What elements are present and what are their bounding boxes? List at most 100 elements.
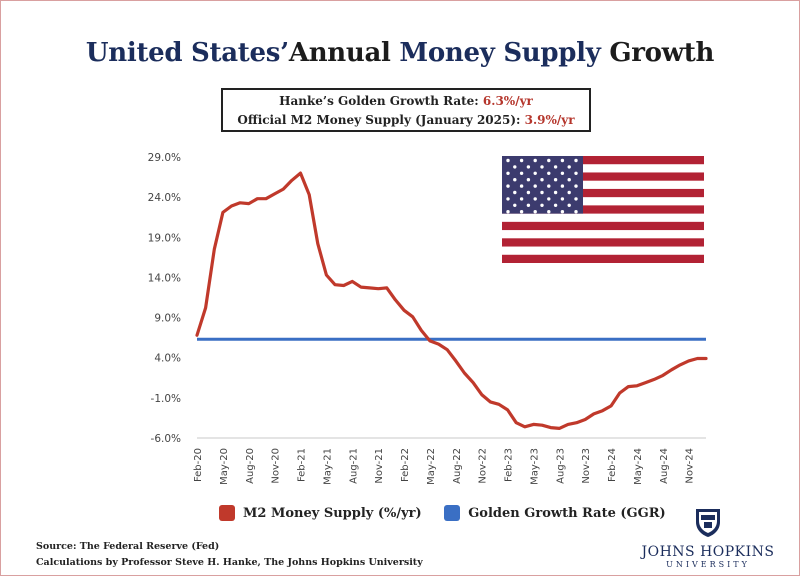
flag-star — [513, 203, 517, 207]
flag-star — [560, 197, 565, 201]
flag-star — [567, 178, 571, 182]
x-tick-label: May-22 — [426, 448, 437, 485]
flag-star — [533, 184, 537, 188]
flag-star — [540, 203, 544, 207]
x-tick-label: Nov-20 — [271, 448, 282, 484]
flag-star — [519, 171, 524, 175]
chart-legend: M2 Money Supply (%/yr) Golden Growth Rat… — [219, 505, 684, 527]
legend-item-m2: M2 Money Supply (%/yr) — [219, 505, 422, 521]
title-part-4: Growth — [609, 38, 715, 68]
x-tick-label: Nov-24 — [685, 448, 696, 484]
flag-star — [533, 210, 537, 214]
x-tick-label: Feb-20 — [193, 448, 204, 482]
source-line-1: Source: The Federal Reserve (Fed) — [36, 541, 220, 552]
flag-stripe — [502, 172, 704, 181]
title-part-1: United States’ — [85, 38, 289, 68]
x-tick-label: Feb-21 — [297, 448, 308, 482]
y-tick-label: 9.0% — [154, 313, 181, 325]
flag-star — [526, 165, 531, 169]
y-tick-label: 19.0% — [148, 232, 181, 244]
jhu-shield-icon — [696, 509, 720, 537]
flag-star — [574, 171, 578, 175]
flag-star — [526, 178, 531, 182]
flag-stripe — [502, 221, 704, 231]
flag-star — [567, 203, 571, 207]
info-box: Hanke’s Golden Growth Rate: 6.3%/yr Offi… — [221, 88, 591, 132]
flag-star — [560, 158, 565, 163]
jhu-university: University — [666, 560, 750, 569]
flag-star — [547, 197, 551, 201]
x-tick-label: Aug-20 — [245, 448, 256, 484]
flag-star — [553, 165, 558, 169]
flag-stripe — [502, 205, 704, 214]
flag-star — [560, 184, 565, 188]
y-tick-label: -6.0% — [151, 433, 181, 445]
legend-item-ggr: Golden Growth Rate (GGR) — [444, 505, 666, 521]
flag-star — [560, 210, 565, 214]
flag-star — [553, 178, 558, 182]
flag-star — [513, 178, 517, 182]
flag-star — [526, 190, 531, 195]
flag-star — [506, 171, 510, 175]
x-tick-label: Feb-24 — [607, 448, 618, 482]
flag-star — [553, 190, 558, 195]
flag-star — [519, 197, 524, 201]
flag-star — [513, 165, 517, 169]
x-tick-label: May-20 — [219, 448, 230, 485]
source-line-2: Calculations by Professor Steve H. Hanke… — [36, 557, 423, 568]
x-tick-label: Feb-23 — [504, 448, 515, 482]
chart-title: United States’Annual Money Supply Growth — [0, 38, 800, 68]
legend-label-m2: M2 Money Supply (%/yr) — [243, 505, 422, 521]
flag-star — [574, 184, 578, 188]
x-tick-label: Aug-23 — [555, 448, 566, 484]
legend-label-ggr: Golden Growth Rate (GGR) — [468, 505, 666, 521]
m2-series-line — [195, 171, 708, 430]
y-tick-label: 14.0% — [148, 272, 181, 284]
legend-swatch-ggr — [444, 505, 461, 521]
flag-stripe — [502, 254, 704, 263]
flag-stripe — [502, 156, 704, 165]
y-tick-label: -1.0% — [151, 393, 181, 405]
flag-star — [547, 158, 551, 163]
x-tick-label: Aug-21 — [348, 448, 359, 484]
legend-swatch-m2 — [219, 505, 235, 521]
flag-stripe — [502, 188, 704, 198]
flag-star — [574, 210, 578, 214]
y-tick-label: 4.0% — [154, 353, 181, 365]
flag-star — [567, 165, 571, 169]
source-note: Source: The Federal Reserve (Fed) Calcul… — [36, 539, 423, 571]
x-tick-label: May-23 — [529, 448, 540, 485]
flag-star — [519, 184, 524, 188]
flag-stripe — [502, 238, 704, 247]
flag-star — [506, 184, 510, 188]
flag-star — [547, 184, 551, 188]
flag-star — [513, 190, 517, 195]
info-m2-label: Official M2 Money Supply (January 2025): — [237, 113, 521, 127]
x-tick-label: Aug-24 — [659, 448, 670, 484]
info-m2-line: Official M2 Money Supply (January 2025):… — [223, 111, 589, 130]
flag-star — [526, 203, 531, 207]
flag-star — [574, 197, 578, 201]
info-ggr-label: Hanke’s Golden Growth Rate: — [279, 94, 479, 108]
us-flag-icon — [502, 156, 704, 263]
x-tick-label: Nov-22 — [478, 448, 489, 484]
flag-star — [506, 158, 510, 163]
flag-star — [560, 171, 565, 175]
flag-star — [574, 158, 578, 163]
flag-star — [547, 171, 551, 175]
info-ggr-line: Hanke’s Golden Growth Rate: 6.3%/yr — [223, 92, 589, 111]
info-ggr-value: 6.3%/yr — [482, 94, 533, 108]
x-tick-label: May-24 — [633, 448, 644, 485]
x-tick-label: Feb-22 — [400, 448, 411, 482]
flag-star — [506, 210, 510, 214]
flag-star — [533, 158, 537, 163]
flag-star — [519, 158, 524, 163]
flag-star — [547, 210, 551, 214]
flag-star — [553, 203, 558, 207]
y-tick-label: 24.0% — [148, 192, 181, 204]
flag-star — [519, 210, 524, 214]
flag-star — [567, 190, 571, 195]
flag-star — [540, 190, 544, 195]
title-part-3: Money Supply — [399, 38, 601, 68]
